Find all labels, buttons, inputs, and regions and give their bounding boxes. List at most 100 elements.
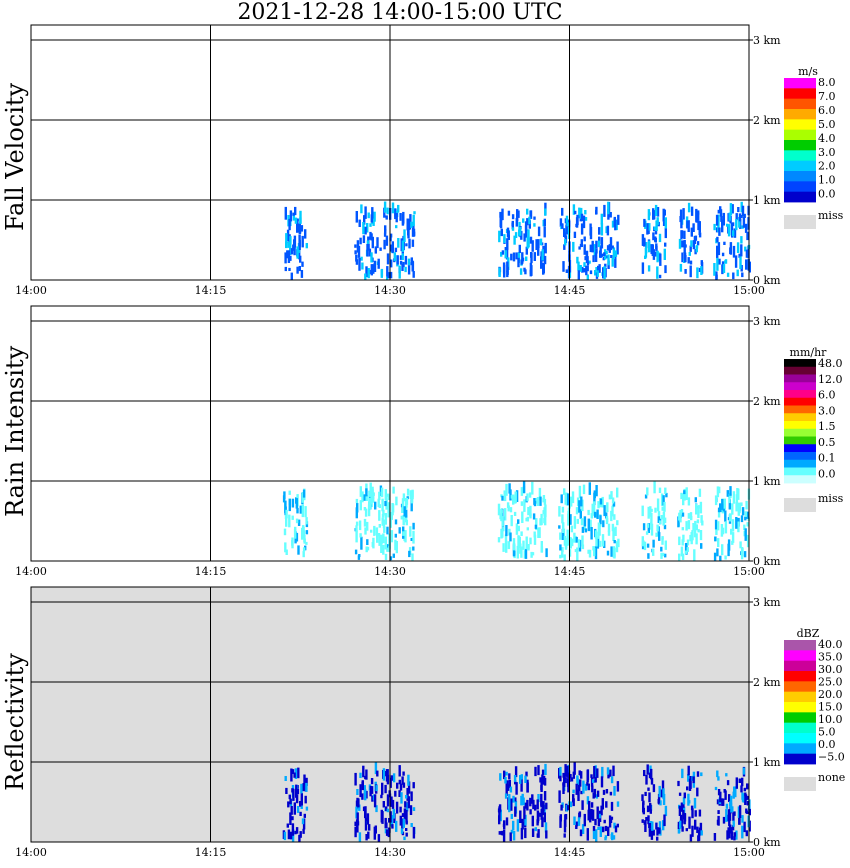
echo-cell	[526, 527, 529, 531]
echo-cell	[567, 510, 571, 515]
echo-cell	[505, 817, 509, 826]
echo-cell	[741, 507, 745, 516]
echo-cell	[727, 543, 730, 557]
echo-cell	[580, 223, 584, 235]
echo-cell	[365, 769, 368, 780]
echo-cell	[510, 829, 514, 834]
echo-cell	[384, 513, 387, 525]
echo-cell	[405, 832, 408, 837]
echo-cell	[664, 242, 667, 247]
echo-cell	[358, 832, 362, 842]
echo-cell	[543, 498, 547, 505]
echo-cell	[731, 204, 734, 214]
echo-cell	[536, 799, 539, 810]
echo-cell	[288, 514, 291, 528]
colorbar-swatch	[784, 459, 816, 468]
echo-cell	[721, 252, 725, 257]
echo-cell	[563, 535, 567, 546]
echo-cell	[532, 513, 536, 520]
echo-cell	[581, 824, 585, 834]
echo-cell	[302, 551, 305, 558]
echo-cell	[697, 829, 701, 841]
echo-cell	[583, 244, 586, 255]
echo-cell	[504, 508, 507, 521]
echo-cell	[697, 505, 700, 518]
echo-cell	[559, 816, 562, 828]
echo-cell	[609, 818, 613, 823]
colorbar-swatch	[784, 129, 816, 141]
echo-cell	[539, 238, 543, 246]
echo-cell	[577, 261, 580, 271]
echo-cell	[661, 536, 664, 540]
echo-cell	[365, 266, 368, 278]
echo-cell	[305, 530, 309, 535]
echo-cell	[573, 231, 577, 238]
echo-cell	[537, 794, 540, 803]
echo-cell	[680, 230, 684, 238]
colorbar-swatch	[784, 109, 816, 120]
echo-cell	[599, 826, 602, 837]
echo-cell	[284, 206, 287, 220]
echo-cell	[719, 206, 722, 214]
echo-cell	[614, 256, 617, 268]
echo-cell	[566, 529, 569, 540]
echo-cell	[602, 267, 605, 279]
echo-cell	[652, 784, 656, 793]
echo-cell	[593, 788, 597, 798]
echo-cell	[541, 817, 544, 828]
echo-cell	[507, 505, 510, 512]
echo-cell	[542, 498, 545, 503]
echo-cell	[563, 819, 567, 833]
echo-cell	[584, 783, 588, 791]
echo-cell	[397, 204, 400, 213]
echo-cell	[587, 783, 590, 791]
echo-cell	[372, 264, 375, 274]
echo-cell	[729, 795, 733, 808]
echo-cell	[380, 269, 383, 278]
echo-cell	[735, 494, 739, 508]
echo-cell	[398, 790, 401, 797]
echo-cell	[571, 538, 574, 547]
echo-cell	[646, 487, 649, 496]
echo-cell	[698, 809, 702, 817]
echo-cell	[662, 793, 666, 805]
echo-cell	[602, 789, 606, 795]
echo-cell	[544, 242, 547, 254]
echo-cell	[643, 770, 646, 777]
echo-cell	[701, 520, 704, 526]
echo-cell	[596, 806, 599, 819]
echo-cell	[743, 524, 746, 531]
echo-cell	[367, 831, 370, 839]
echo-cell	[360, 204, 363, 214]
echo-cell	[388, 818, 391, 823]
echo-cell	[531, 815, 534, 827]
echo-cell	[613, 822, 616, 829]
echo-cell	[501, 250, 505, 255]
echo-cell	[592, 830, 596, 839]
x-tick-label: 14:00	[15, 565, 47, 578]
x-tick-label: 14:15	[195, 846, 227, 859]
echo-cell	[406, 496, 409, 500]
echo-cell	[607, 209, 610, 220]
echo-cell	[292, 214, 296, 221]
echo-cell	[290, 806, 293, 815]
echo-cell	[521, 793, 524, 803]
echo-cell	[534, 524, 538, 529]
echo-cell	[394, 519, 398, 525]
echo-cell	[683, 792, 686, 799]
echo-cell	[399, 260, 403, 265]
echo-cell	[616, 241, 619, 255]
echo-cell	[359, 500, 362, 511]
echo-cell	[746, 795, 749, 800]
echo-cell	[732, 245, 736, 258]
colorbar-label: −5.0	[818, 751, 845, 764]
echo-cell	[601, 534, 605, 547]
echo-cell	[693, 797, 697, 809]
echo-cell	[543, 777, 547, 786]
echo-cell	[387, 502, 390, 512]
colorbar-swatch	[784, 428, 816, 437]
echo-cell	[405, 828, 408, 831]
echo-cell	[407, 258, 411, 266]
echo-cell	[575, 507, 579, 515]
echo-cell	[610, 801, 614, 811]
